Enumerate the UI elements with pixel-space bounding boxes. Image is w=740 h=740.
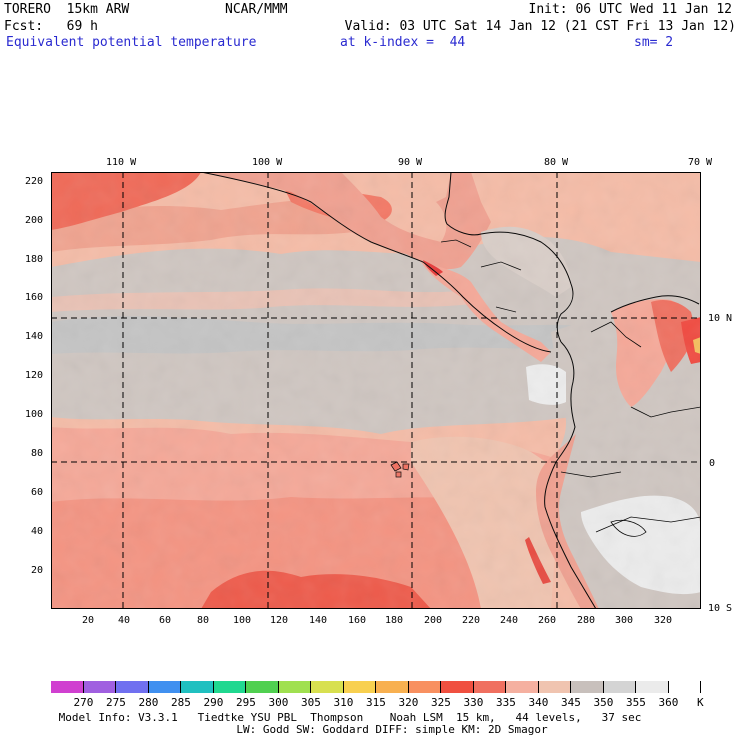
model-info: Model Info: V3.3.1 Tiedtke YSU PBL Thomp… — [58, 711, 642, 724]
y-tick-60: 60 — [31, 487, 44, 498]
x-tick-320: 320 — [654, 615, 673, 626]
graticule — [51, 172, 701, 609]
x-tick-240: 240 — [500, 615, 519, 626]
colorbar-swatch — [278, 681, 311, 693]
lat-label-0: 0 — [709, 458, 716, 469]
lat-label-10s: 10 S — [708, 603, 733, 614]
x-tick-260: 260 — [538, 615, 557, 626]
x-tick-140: 140 — [309, 615, 328, 626]
model-name: TORERO 15km ARW — [4, 2, 130, 17]
level-label: at k-index = 44 — [340, 35, 466, 50]
colorbar-label: 335 — [496, 696, 516, 709]
x-tick-160: 160 — [348, 615, 367, 626]
x-tick-120: 120 — [270, 615, 289, 626]
colorbar-swatch — [571, 681, 604, 693]
x-tick-60: 60 — [159, 615, 172, 626]
colorbar-label: 350 — [593, 696, 614, 709]
colorbar-swatch — [311, 681, 344, 693]
colorbar-swatch — [343, 681, 376, 693]
lon-label-90w: 90 W — [398, 157, 423, 168]
valid-time: Valid: 03 UTC Sat 14 Jan 12 (21 CST Fri … — [344, 19, 736, 34]
y-tick-200: 200 — [25, 215, 44, 226]
lat-label-10n: 10 N — [708, 313, 733, 324]
colorbar-label: 305 — [301, 696, 321, 709]
model-physics: LW: Godd SW: Goddard DIFF: simple KM: 2D… — [236, 723, 548, 736]
colorbar-swatch — [636, 681, 669, 693]
colorbar-unit: K — [697, 696, 704, 709]
colorbar-label: 345 — [561, 696, 581, 709]
colorbar-label: 310 — [333, 696, 354, 709]
lon-label-100w: 100 W — [252, 157, 283, 168]
colorbar-label: 360 — [658, 696, 679, 709]
colorbar-label: 330 — [463, 696, 484, 709]
y-tick-180: 180 — [25, 254, 44, 265]
colorbar-label: 340 — [528, 696, 549, 709]
x-tick-100: 100 — [233, 615, 252, 626]
colorbar-label: 325 — [431, 696, 451, 709]
colorbar-swatch — [246, 681, 279, 693]
lon-label-110w: 110 W — [106, 157, 137, 168]
x-tick-180: 180 — [385, 615, 404, 626]
colorbar-label: 300 — [268, 696, 289, 709]
colorbar-label: 295 — [236, 696, 256, 709]
colorbar-swatch — [408, 681, 441, 693]
colorbar-label: 355 — [626, 696, 646, 709]
lon-label-80w: 80 W — [544, 157, 569, 168]
colorbar-swatch — [506, 681, 539, 693]
colorbar-swatch — [473, 681, 506, 693]
field-name: Equivalent potential temperature — [6, 35, 257, 50]
map-plot — [51, 172, 701, 609]
colorbar-swatch — [603, 681, 636, 693]
colorbar-swatch — [538, 681, 571, 693]
y-tick-140: 140 — [25, 331, 44, 342]
x-tick-280: 280 — [577, 615, 596, 626]
colorbar-label: 285 — [171, 696, 191, 709]
map-frame — [51, 172, 701, 609]
colorbar-label: 275 — [106, 696, 126, 709]
colorbar-swatch — [441, 681, 474, 693]
y-tick-100: 100 — [25, 409, 44, 420]
lon-label-70w: 70 W — [688, 157, 713, 168]
colorbar-label: 320 — [398, 696, 419, 709]
forecast-hour: Fcst: 69 h — [4, 19, 98, 34]
x-tick-40: 40 — [118, 615, 131, 626]
y-tick-20: 20 — [31, 565, 44, 576]
colorbar-label: 280 — [138, 696, 159, 709]
x-tick-220: 220 — [462, 615, 481, 626]
colorbar-swatch — [181, 681, 214, 693]
y-tick-40: 40 — [31, 526, 44, 537]
x-tick-300: 300 — [615, 615, 634, 626]
colorbar-swatch — [213, 681, 246, 693]
init-time: Init: 06 UTC Wed 11 Jan 12 — [528, 2, 733, 17]
x-tick-20: 20 — [82, 615, 95, 626]
y-tick-80: 80 — [31, 448, 44, 459]
colorbar-label: 290 — [203, 696, 224, 709]
colorbar-swatch — [116, 681, 149, 693]
colorbar-swatch — [51, 681, 84, 693]
y-tick-120: 120 — [25, 370, 44, 381]
smoothing-label: sm= 2 — [634, 35, 674, 50]
colorbar-label: 270 — [73, 696, 94, 709]
colorbar-label: 315 — [366, 696, 386, 709]
colorbar-swatch — [668, 681, 701, 693]
y-tick-220: 220 — [25, 176, 44, 187]
y-tick-160: 160 — [25, 292, 44, 303]
colorbar-swatch — [83, 681, 116, 693]
center-name: NCAR/MMM — [225, 2, 288, 17]
x-tick-200: 200 — [424, 615, 443, 626]
colorbar-swatch — [148, 681, 181, 693]
x-tick-80: 80 — [197, 615, 210, 626]
colorbar-swatch — [376, 681, 409, 693]
